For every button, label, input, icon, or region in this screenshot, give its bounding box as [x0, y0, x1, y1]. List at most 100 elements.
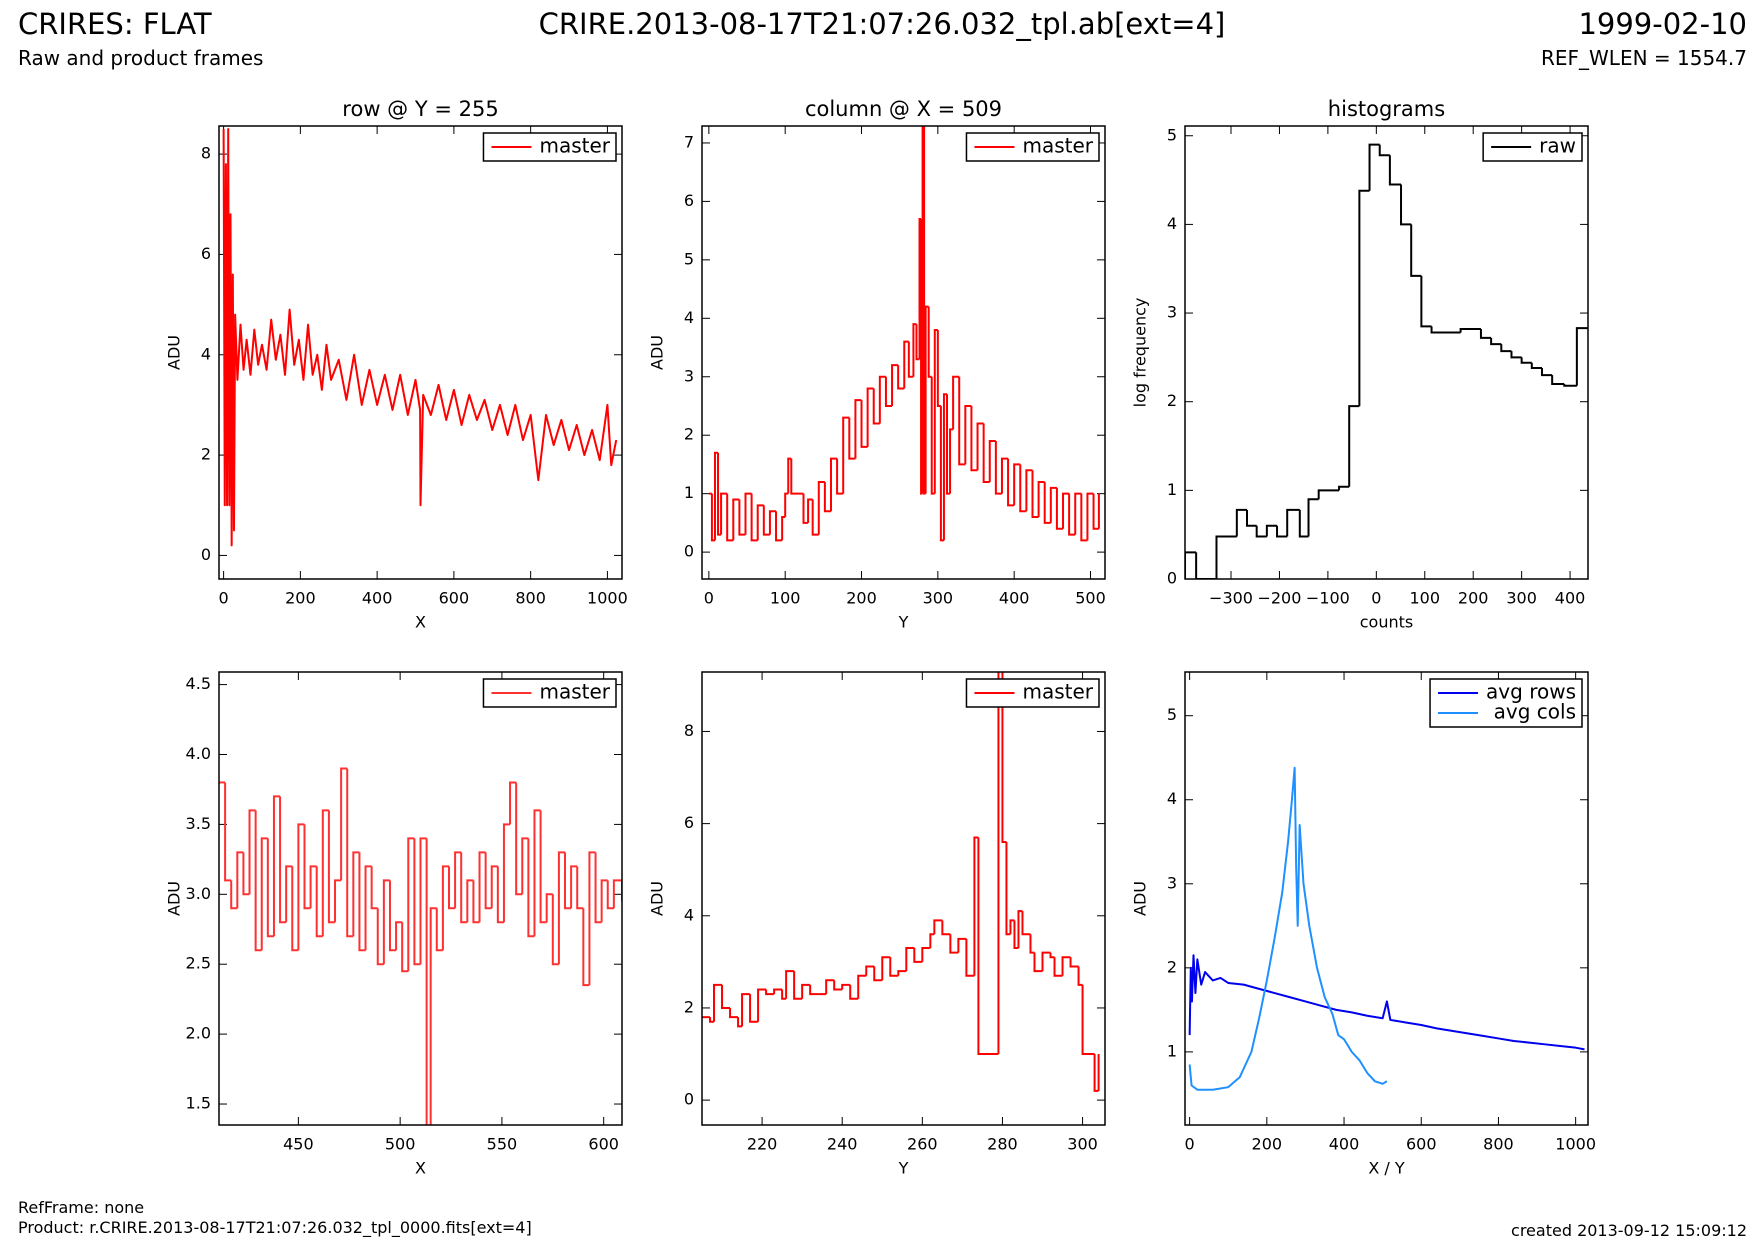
x-tick-label: 0 — [1185, 1135, 1195, 1154]
step-segment — [750, 493, 758, 542]
step-segment — [551, 894, 559, 966]
step-segment — [775, 511, 783, 542]
figure-title: CRIRE.2013-08-17T21:07:26.032_tpl.ab[ext… — [539, 7, 1226, 41]
x-tick-label: 300 — [1506, 589, 1537, 608]
step-segment — [997, 672, 1000, 1055]
y-tick-label: 0 — [684, 542, 694, 561]
x-axis-label: Y — [898, 613, 909, 632]
step-segment — [765, 989, 775, 996]
y-tick-label: 4 — [684, 905, 694, 924]
step-segment — [576, 866, 584, 910]
step-segment — [425, 838, 428, 1125]
step-segment — [1080, 493, 1088, 542]
step-segment — [419, 837, 427, 965]
legend-label: raw — [1539, 134, 1576, 158]
x-tick-label: 600 — [588, 1135, 619, 1154]
step-segment — [254, 810, 262, 952]
step-segment — [582, 908, 590, 987]
y-tick-label: 5 — [684, 249, 694, 268]
step-segment — [726, 493, 734, 542]
step-segment — [907, 341, 914, 378]
x-tick-label: 200 — [1252, 1135, 1283, 1154]
x-tick-label: 0 — [704, 589, 714, 608]
histogram-step — [1563, 383, 1577, 387]
step-segment — [1074, 492, 1082, 535]
y-tick-label: 3.0 — [186, 884, 211, 903]
step-segment — [994, 441, 1002, 495]
x-tick-label: 200 — [846, 589, 877, 608]
step-segment — [933, 328, 938, 494]
step-segment — [762, 505, 770, 536]
step-segment — [860, 400, 868, 448]
step-segment — [303, 824, 311, 910]
step-segment — [866, 387, 874, 447]
histogram-step — [1400, 184, 1412, 226]
histogram-step — [1420, 275, 1432, 328]
step-segment — [807, 498, 813, 523]
y-tick-label: 3 — [1167, 873, 1177, 892]
step-segment — [291, 866, 299, 952]
step-segment — [321, 809, 329, 937]
step-segment — [905, 947, 915, 972]
histogram-step — [1459, 328, 1481, 333]
x-tick-label: −100 — [1306, 589, 1350, 608]
y-tick-label: 4 — [1167, 789, 1177, 808]
step-segment — [756, 504, 764, 541]
histogram-step — [1195, 552, 1217, 579]
histogram-step — [1298, 509, 1309, 538]
step-segment — [973, 836, 979, 976]
step-segment — [327, 810, 336, 924]
step-segment — [441, 865, 449, 951]
step-segment — [496, 866, 504, 924]
step-segment — [1029, 934, 1035, 954]
x-axis-label: counts — [1360, 613, 1413, 632]
frame — [701, 125, 1106, 580]
histogram-step — [1307, 498, 1319, 537]
step-segment — [903, 340, 909, 389]
histogram-step — [1490, 337, 1502, 346]
step-segment — [873, 966, 883, 982]
step-segment — [272, 795, 281, 937]
step-segment — [829, 457, 838, 512]
step-segment — [773, 988, 783, 995]
histogram-step — [1358, 189, 1370, 407]
y-tick-label: 1 — [684, 483, 694, 502]
step-segment — [811, 499, 819, 536]
step-segment — [346, 768, 354, 938]
step-segment — [447, 866, 456, 910]
y-tick-label: 2 — [201, 445, 211, 464]
step-segment — [1033, 952, 1043, 973]
step-segment — [1001, 672, 1007, 844]
step-segment — [533, 809, 541, 937]
y-tick-label: 5 — [1167, 125, 1177, 144]
created: created 2013-09-12 15:09:12 — [1511, 1221, 1747, 1240]
step-segment — [801, 983, 811, 999]
y-tick-label: 3 — [684, 366, 694, 385]
x-tick-label: 100 — [770, 589, 801, 608]
legend-label: master — [1022, 134, 1093, 158]
step-segment — [340, 767, 348, 881]
step-segment — [515, 782, 523, 896]
step-segment — [612, 879, 622, 909]
y-tick-label: 3.5 — [186, 814, 211, 833]
step-segment — [1086, 492, 1094, 541]
frame — [218, 125, 623, 580]
step-segment — [1019, 464, 1027, 513]
step-segment — [315, 866, 323, 938]
step-segment — [407, 837, 415, 972]
ref-wlen: REF_WLEN = 1554.7 — [1541, 46, 1747, 70]
step-segment — [1017, 910, 1023, 949]
step-segment — [957, 937, 967, 953]
step-segment — [787, 457, 792, 494]
step-segment — [785, 970, 795, 999]
line — [1188, 766, 1388, 1091]
histogram-step — [1500, 344, 1512, 353]
step-segment — [757, 988, 767, 1022]
step-segment — [977, 837, 999, 1056]
step-segment — [334, 879, 342, 923]
step-segment — [564, 852, 572, 910]
step-segment — [836, 458, 844, 495]
step-segment — [924, 305, 929, 494]
step-segment — [952, 375, 960, 430]
